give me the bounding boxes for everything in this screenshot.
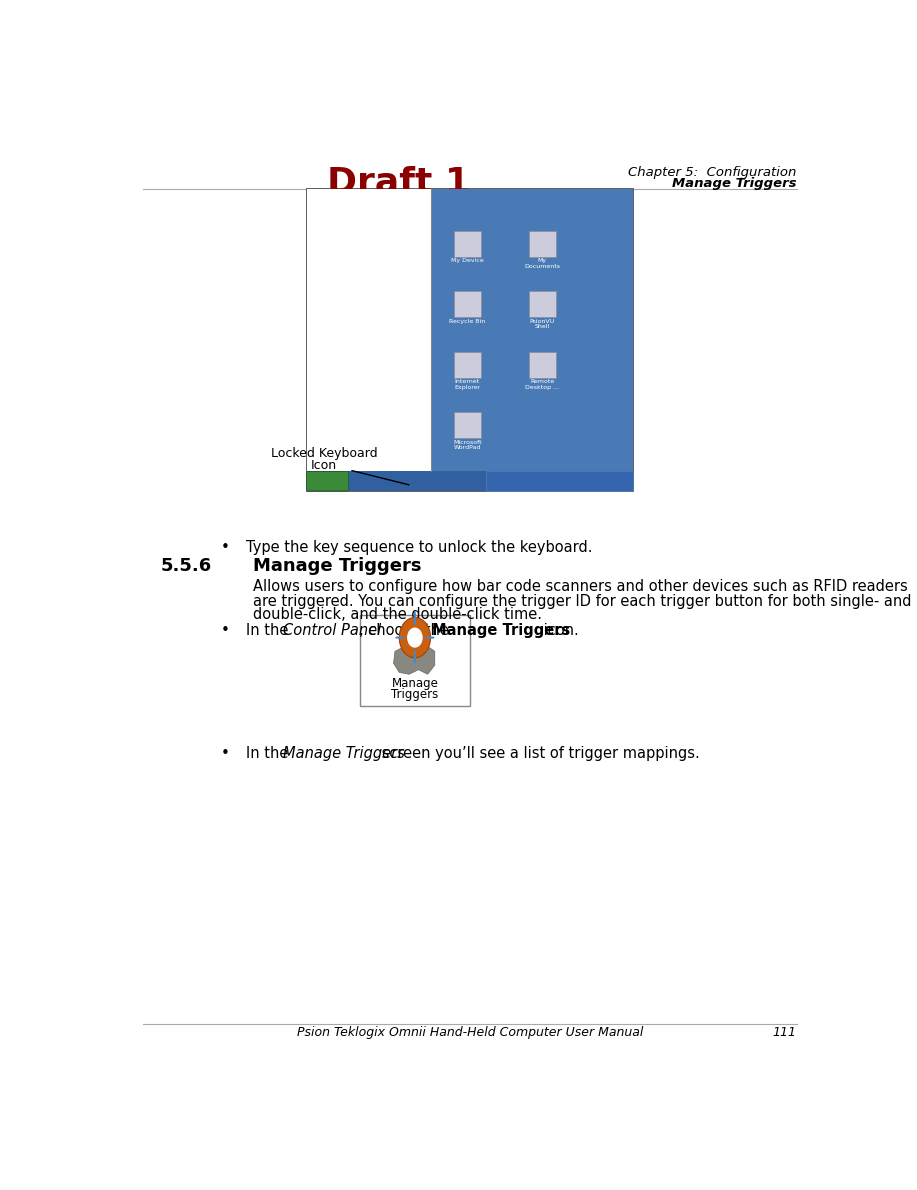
Bar xyxy=(454,413,481,438)
Text: PsionVU
Shell: PsionVU Shell xyxy=(530,319,555,330)
Text: •: • xyxy=(220,622,229,638)
Text: My Device: My Device xyxy=(451,258,483,263)
Text: In the: In the xyxy=(246,746,293,760)
Text: Locked Keyboard: Locked Keyboard xyxy=(271,447,378,461)
Bar xyxy=(306,471,634,491)
Text: icon.: icon. xyxy=(539,622,579,638)
Text: Internet
Explorer: Internet Explorer xyxy=(454,380,481,390)
Text: Icon: Icon xyxy=(311,459,337,472)
Bar xyxy=(454,352,481,377)
Bar xyxy=(529,231,556,257)
Text: Manage Triggers: Manage Triggers xyxy=(672,176,797,189)
Bar xyxy=(454,292,481,317)
Circle shape xyxy=(399,618,430,658)
Text: •: • xyxy=(220,746,229,760)
Text: In the: In the xyxy=(246,622,293,638)
Bar xyxy=(486,471,634,491)
Polygon shape xyxy=(393,645,435,675)
Text: •: • xyxy=(220,539,229,555)
Text: are triggered. You can configure the trigger ID for each trigger button for both: are triggered. You can configure the tri… xyxy=(253,594,911,608)
Text: Manage Triggers: Manage Triggers xyxy=(253,557,422,575)
Text: Triggers: Triggers xyxy=(392,688,438,701)
Bar xyxy=(359,615,470,707)
Text: screen you’ll see a list of trigger mappings.: screen you’ll see a list of trigger mapp… xyxy=(377,746,700,760)
Bar xyxy=(306,188,431,491)
Text: 111: 111 xyxy=(773,1026,797,1039)
Text: Manage Triggers: Manage Triggers xyxy=(282,746,404,760)
Text: My
Documents: My Documents xyxy=(525,258,560,269)
Text: double-click, and the double-click time.: double-click, and the double-click time. xyxy=(253,607,542,622)
Bar xyxy=(529,352,556,377)
Text: Control Panel: Control Panel xyxy=(282,622,381,638)
Text: Draft 1: Draft 1 xyxy=(327,165,470,200)
Bar xyxy=(431,188,634,491)
Circle shape xyxy=(407,627,423,647)
Text: Manage: Manage xyxy=(392,677,438,690)
Text: Type the key sequence to unlock the keyboard.: Type the key sequence to unlock the keyb… xyxy=(246,539,592,555)
Text: Recycle Bin: Recycle Bin xyxy=(449,319,485,324)
Bar xyxy=(306,188,634,491)
Bar xyxy=(529,292,556,317)
Text: Chapter 5:  Configuration: Chapter 5: Configuration xyxy=(628,165,797,178)
Text: Psion Teklogix Omnii Hand-Held Computer User Manual: Psion Teklogix Omnii Hand-Held Computer … xyxy=(297,1026,643,1039)
Text: 5.5.6: 5.5.6 xyxy=(160,557,212,575)
Text: Allows users to configure how bar code scanners and other devices such as RFID r: Allows users to configure how bar code s… xyxy=(253,580,908,594)
Text: Remote
Desktop ...: Remote Desktop ... xyxy=(525,380,559,390)
Bar xyxy=(454,231,481,257)
Text: , choose the: , choose the xyxy=(359,622,453,638)
Text: Microsoft
WordPad: Microsoft WordPad xyxy=(453,440,481,450)
FancyBboxPatch shape xyxy=(306,471,348,491)
Text: Manage Triggers: Manage Triggers xyxy=(432,622,570,638)
